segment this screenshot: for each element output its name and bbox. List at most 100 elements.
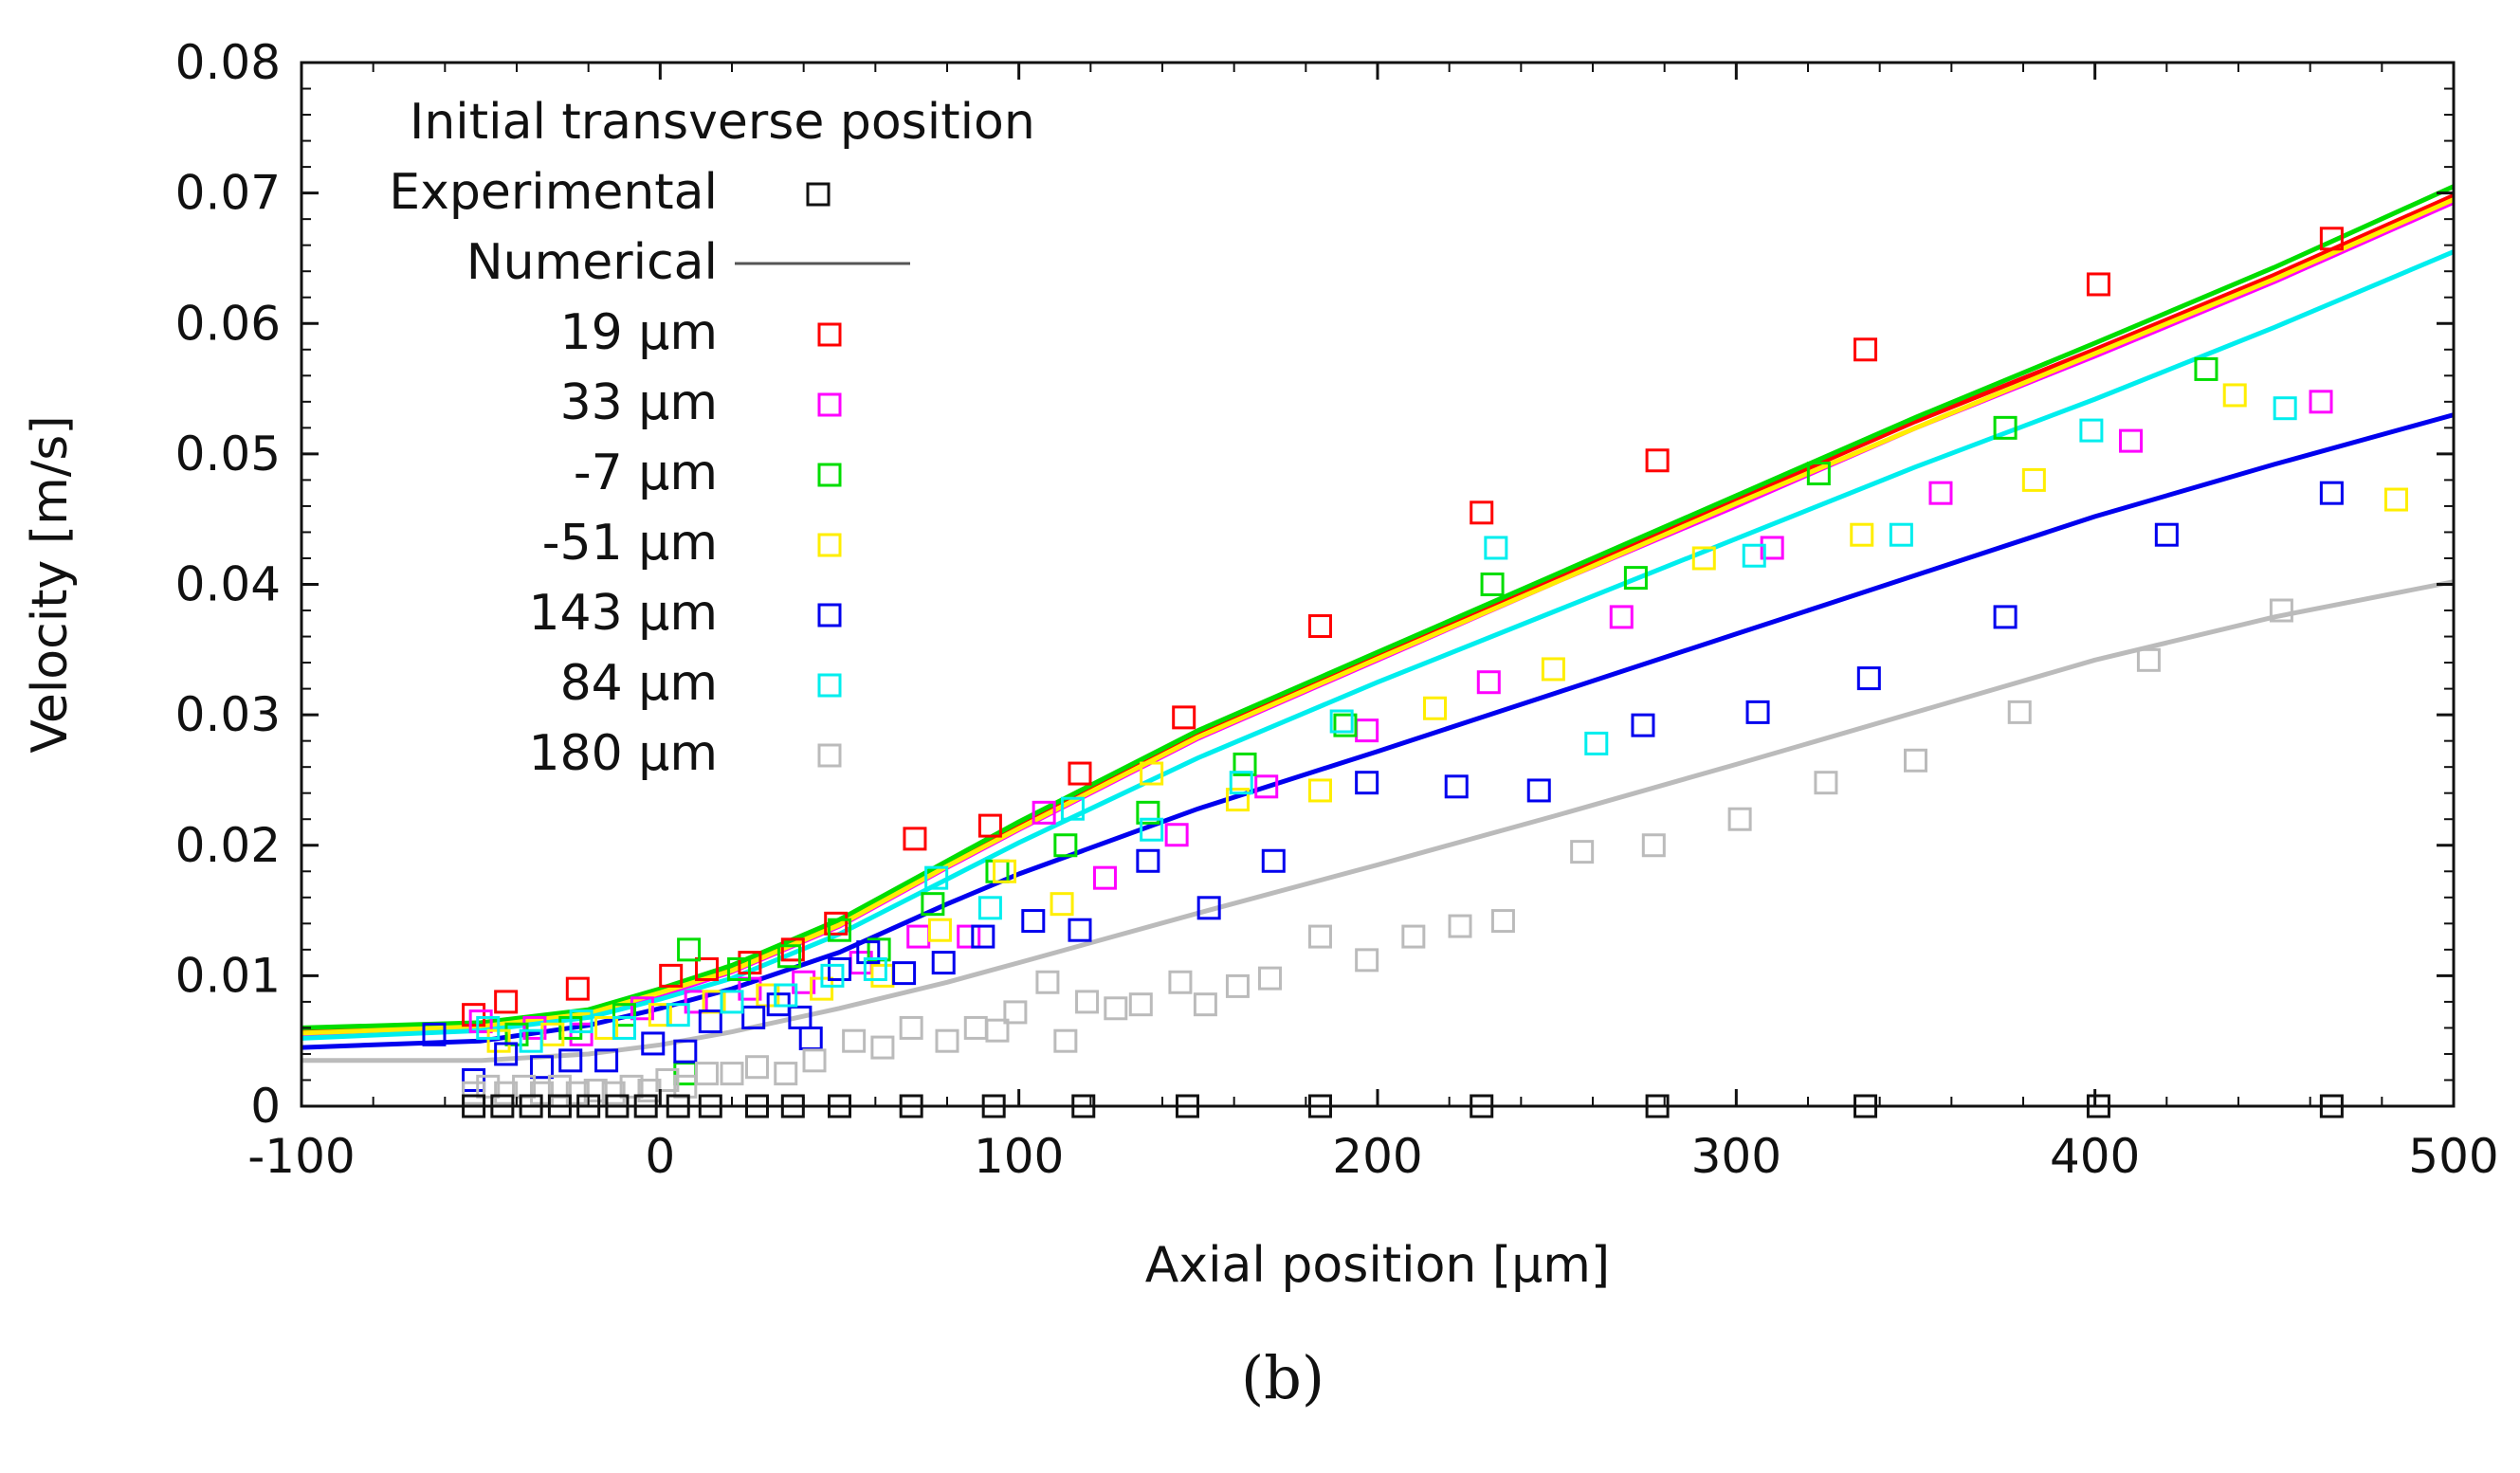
experimental-point — [1068, 918, 1092, 942]
experimental-point — [695, 1062, 720, 1086]
experimental-point — [494, 1081, 519, 1105]
experimental-point — [1060, 796, 1085, 821]
experimental-point — [476, 1015, 501, 1040]
experimental-point — [1645, 448, 1670, 473]
experimental-point — [921, 892, 945, 917]
experimental-point — [630, 996, 654, 1021]
legend-series-label: 33 µm — [560, 374, 718, 431]
legend-series-marker — [817, 322, 842, 347]
experimental-point — [1423, 696, 1448, 720]
x-tick-label: 500 — [2408, 1129, 2498, 1184]
experimental-point — [468, 1009, 493, 1034]
experimental-point — [1229, 771, 1253, 795]
experimental-point — [1993, 605, 2018, 629]
experimental-point — [612, 1015, 636, 1040]
experimental-point — [2222, 383, 2247, 408]
axis-tick-labels: -100 0 100 200 300 400 50000.010.020.030.040.0… — [175, 35, 2499, 1184]
experimental-point — [792, 970, 816, 994]
experimental-point — [655, 1067, 680, 1092]
experimental-point — [677, 937, 702, 962]
experimental-point — [684, 990, 708, 1014]
experimental-point — [569, 1009, 593, 1034]
legend-title: Initial transverse position — [410, 94, 1035, 151]
axis-ticks — [300, 61, 2456, 1108]
experimental-point — [494, 990, 519, 1014]
experimental-point — [1068, 761, 1092, 786]
experimental-point — [2154, 522, 2179, 547]
experimental-point — [1307, 778, 1332, 803]
experimental-point — [1136, 848, 1160, 873]
experimental-point — [1904, 748, 1927, 773]
numerical-curve — [301, 579, 2455, 1064]
experimental-point — [422, 1022, 447, 1046]
legend-series-marker — [817, 392, 842, 417]
experimental-point — [856, 940, 881, 965]
legend: Initial transverse position Experimental… — [389, 94, 1035, 782]
experimental-point — [1623, 566, 1648, 591]
experimental-point — [1140, 817, 1164, 842]
x-tick-label: 400 — [2050, 1129, 2140, 1184]
experimental-point — [828, 918, 851, 942]
experimental-point — [977, 813, 1002, 838]
legend-series-marker — [817, 673, 842, 698]
experimental-point — [863, 956, 887, 981]
experimental-point — [744, 1055, 769, 1080]
experimental-point — [1258, 966, 1282, 991]
legend-series-entries: 19 µm 33 µm -7 µm -51 µm 143 µm 84 µm 180 µm — [528, 304, 842, 782]
experimental-point — [892, 961, 917, 986]
experimental-point — [1814, 771, 1838, 795]
experimental-point — [971, 924, 995, 949]
experimental-point — [462, 1067, 486, 1092]
experimental-point — [1401, 924, 1426, 949]
experimental-point — [2309, 390, 2333, 414]
experimental-point — [931, 951, 956, 975]
experimental-point — [1233, 752, 1257, 776]
experimental-point — [2021, 467, 2046, 492]
experimental-point — [935, 1028, 959, 1053]
experimental-point — [1164, 823, 1189, 847]
x-tick-label: 200 — [1332, 1129, 1422, 1184]
experimental-point — [1856, 666, 1881, 691]
experimental-point — [695, 956, 720, 981]
experimental-point — [1490, 909, 1515, 934]
experimental-point — [1333, 713, 1358, 737]
experimental-point — [824, 911, 849, 936]
experimental-point — [1444, 774, 1469, 799]
experimental-point — [522, 1015, 547, 1040]
experimental-point — [1128, 992, 1153, 1017]
legend-numerical-label: Numerical — [466, 234, 718, 291]
experimental-point — [1168, 970, 1193, 994]
experimental-point — [1584, 731, 1609, 755]
experimental-point — [1225, 788, 1250, 812]
experimental-point — [2136, 647, 2161, 672]
numerical-curve — [301, 184, 2456, 1030]
experimental-point — [1631, 713, 1655, 737]
experimental-point — [1853, 337, 1878, 362]
experimental-point — [1075, 990, 1100, 1014]
experimental-point — [1307, 924, 1332, 949]
experimental-point — [1760, 536, 1784, 560]
experimental-point — [1307, 614, 1332, 639]
experimental-point — [619, 1074, 644, 1099]
experimental-point — [1254, 774, 1279, 799]
experimental-point — [1691, 546, 1716, 571]
experimental-point — [2194, 356, 2219, 381]
legend-series-marker — [817, 603, 842, 627]
experimental-point — [462, 1003, 486, 1027]
experimental-point — [698, 1009, 722, 1034]
experimental-point — [1092, 865, 1117, 890]
x-tick-label: -100 — [247, 1129, 355, 1184]
experimental-point — [519, 1028, 543, 1053]
experimental-point — [1136, 800, 1160, 825]
experimental-point — [2086, 272, 2110, 297]
experimental-point — [1329, 709, 1354, 734]
experimental-point — [1541, 657, 1565, 682]
experimental-point — [659, 963, 684, 988]
y-tick-label: 0.04 — [175, 557, 281, 612]
y-tick-label: 0.01 — [175, 948, 281, 1003]
experimental-point — [594, 1015, 619, 1040]
experimental-point — [1850, 522, 1874, 547]
experimental-point — [601, 1081, 626, 1105]
experimental-point — [741, 1005, 766, 1029]
